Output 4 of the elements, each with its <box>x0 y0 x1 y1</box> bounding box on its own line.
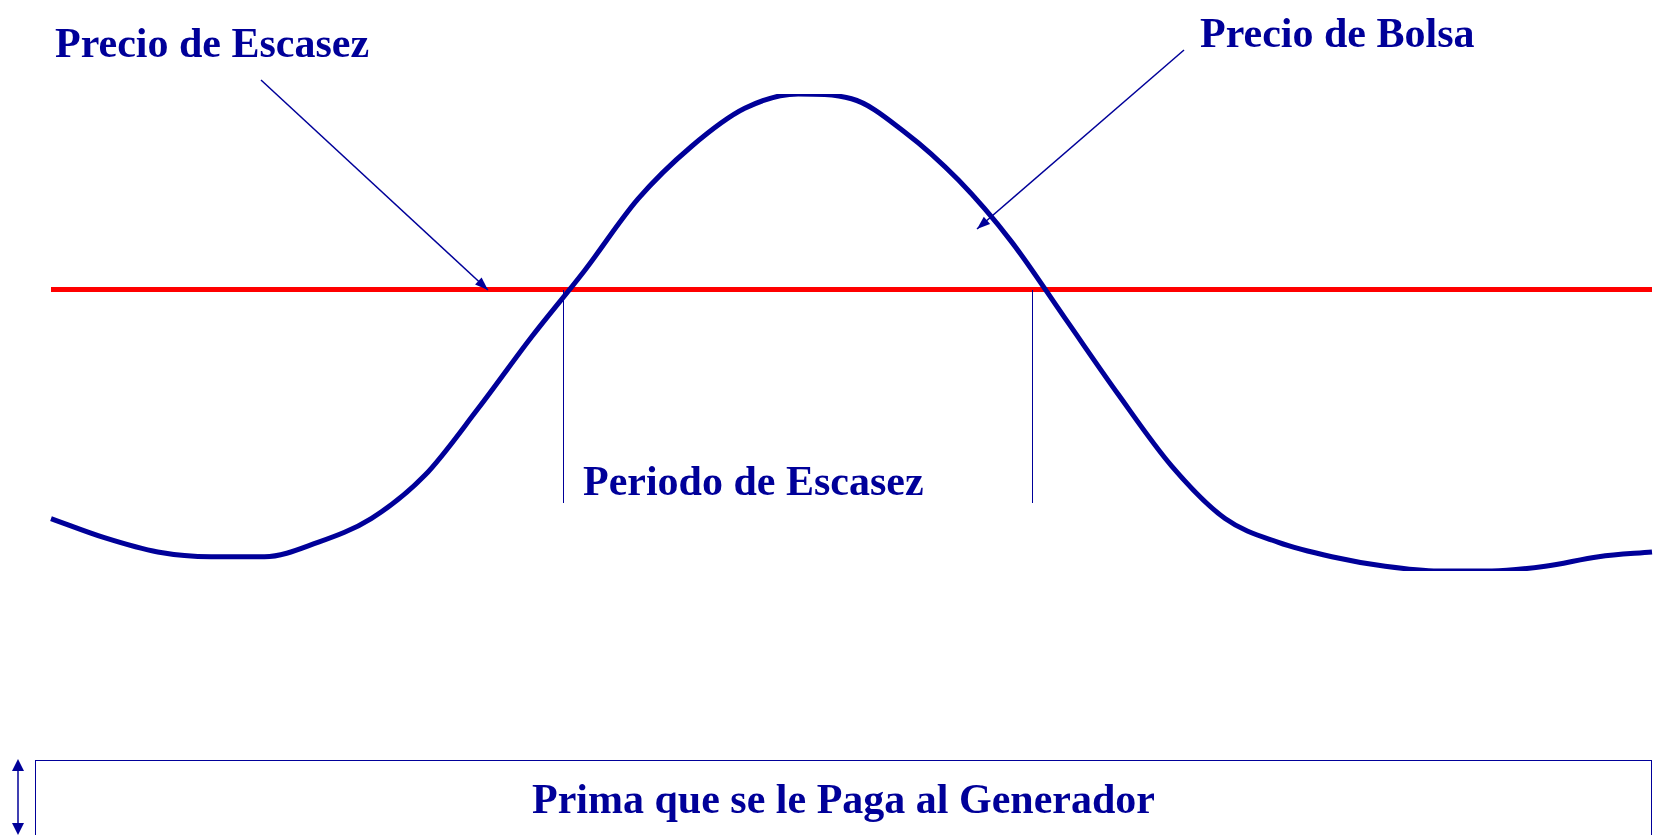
annotation: Periodo de Escasez <box>583 458 924 504</box>
text: Precio de Escasez <box>55 20 370 66</box>
text: Precio de Bolsa <box>1200 10 1475 56</box>
text: Prima que se le Paga al Generador <box>531 776 1156 822</box>
